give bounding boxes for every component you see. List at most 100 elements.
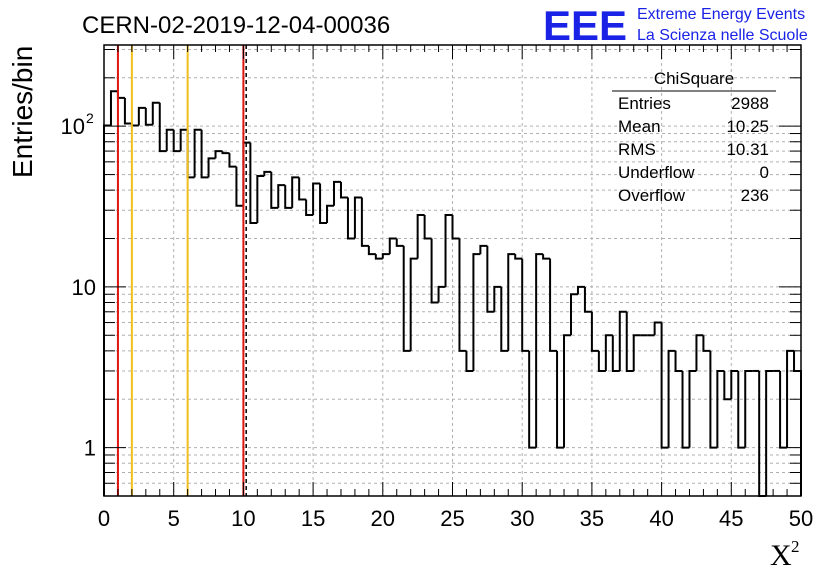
histogram-bin bbox=[326, 204, 335, 223]
histogram-bin bbox=[144, 107, 153, 126]
histogram-bin bbox=[709, 350, 718, 449]
histogram-bin bbox=[312, 182, 321, 216]
histogram-bin bbox=[779, 370, 788, 449]
stats-row-value: 236 bbox=[741, 186, 769, 205]
grid-lines bbox=[104, 45, 801, 496]
histogram-series bbox=[103, 90, 802, 497]
histogram-bin bbox=[723, 370, 732, 401]
histogram-bin bbox=[416, 214, 425, 259]
histogram-bin bbox=[479, 244, 488, 255]
histogram-bin bbox=[109, 90, 118, 126]
eee-logo: EEE Extreme Energy Events La Scienza nel… bbox=[543, 2, 808, 49]
histogram-bin bbox=[270, 171, 279, 209]
histogram-bin bbox=[284, 185, 293, 209]
histogram-bin bbox=[458, 238, 467, 352]
histogram-bin bbox=[158, 102, 167, 153]
histogram-bin bbox=[465, 350, 474, 372]
histogram-bin bbox=[667, 349, 676, 448]
histogram-bin bbox=[277, 184, 286, 208]
histogram-bin bbox=[193, 128, 202, 178]
histogram-bin bbox=[305, 199, 314, 217]
y-tick-label-exponent: 2 bbox=[86, 110, 94, 126]
histogram-bin bbox=[597, 350, 606, 372]
histogram-bin bbox=[333, 180, 341, 206]
histogram-bin bbox=[765, 369, 774, 496]
histogram-bin bbox=[514, 254, 523, 260]
stats-row-value: 0 bbox=[760, 163, 769, 182]
histogram-bin bbox=[137, 106, 146, 126]
histogram-bin bbox=[730, 369, 739, 400]
histogram-bin bbox=[291, 176, 300, 208]
stats-box: ChiSquare Entries 2988 Mean 10.25 RMS 10.31 Un… bbox=[612, 69, 776, 205]
threshold-lines bbox=[116, 45, 247, 496]
stats-row-value: 2988 bbox=[731, 94, 769, 113]
histogram-bin bbox=[263, 170, 272, 176]
histogram-bin bbox=[353, 196, 362, 239]
histogram-bin bbox=[549, 258, 558, 352]
y-tick-label-base: 10 bbox=[72, 275, 96, 300]
stats-row-label: Underflow bbox=[618, 163, 695, 182]
stats-row-label: RMS bbox=[618, 140, 656, 159]
histogram-bin bbox=[660, 322, 669, 449]
x-tick-label: 50 bbox=[789, 506, 813, 531]
x-tick-label: 25 bbox=[440, 506, 464, 531]
histogram-bin bbox=[563, 334, 571, 448]
histogram-bin bbox=[521, 258, 530, 352]
histogram-bin bbox=[695, 334, 704, 371]
x-tick-label: 35 bbox=[580, 506, 604, 531]
x-tick-label: 5 bbox=[168, 506, 180, 531]
x-axis-label-superscript: 2 bbox=[791, 537, 800, 556]
x-tick-label: 10 bbox=[231, 506, 255, 531]
histogram-bin bbox=[430, 238, 439, 304]
histogram-bin bbox=[625, 311, 634, 372]
histogram-bin bbox=[681, 370, 690, 449]
eee-logo-line1: Extreme Energy Events bbox=[637, 6, 805, 23]
x-tick-labels: 0 5 10 15 20 25 30 35 40 45 50 bbox=[98, 506, 813, 531]
histogram-bin bbox=[437, 285, 446, 303]
histogram-bin bbox=[500, 286, 509, 352]
histogram-bin bbox=[381, 253, 390, 259]
y-tick-label: 10 2 bbox=[61, 110, 94, 139]
histogram-bin bbox=[214, 150, 223, 159]
x-tick-label: 30 bbox=[510, 506, 534, 531]
histogram-bin bbox=[569, 293, 578, 336]
histogram-bin bbox=[744, 369, 753, 448]
x-tick-label: 45 bbox=[719, 506, 743, 531]
histogram-bin bbox=[103, 124, 111, 496]
histogram-bin bbox=[674, 350, 683, 372]
histogram-bin bbox=[402, 245, 411, 352]
histogram-bin bbox=[319, 183, 328, 224]
histogram-bin bbox=[360, 197, 369, 247]
histogram-bin bbox=[472, 253, 481, 371]
histogram-bin bbox=[611, 335, 620, 372]
histogram-bin bbox=[556, 350, 565, 449]
chart-title: CERN-02-2019-12-04-00036 bbox=[82, 12, 390, 39]
histogram-bin bbox=[604, 334, 613, 371]
histogram-bin bbox=[535, 253, 544, 448]
histogram-bin bbox=[493, 285, 502, 312]
histogram-bin bbox=[339, 181, 348, 199]
histogram-bin bbox=[618, 310, 627, 371]
y-tick-label: 10 bbox=[72, 275, 96, 300]
histogram-bin bbox=[179, 128, 188, 152]
histogram-bin bbox=[165, 128, 174, 152]
histogram-bin bbox=[632, 334, 641, 371]
histogram-bin bbox=[200, 129, 209, 179]
histogram-bin bbox=[409, 257, 418, 351]
histogram-bin bbox=[451, 215, 460, 240]
histogram-bin bbox=[444, 214, 453, 287]
y-tick-label-base: 1 bbox=[84, 436, 96, 461]
histogram-bin bbox=[186, 129, 195, 179]
eee-logo-mark: EEE bbox=[543, 2, 627, 49]
histogram-bin bbox=[388, 237, 397, 255]
histogram-bin bbox=[367, 245, 376, 256]
histogram-bin bbox=[793, 350, 802, 496]
histogram-bin bbox=[151, 101, 160, 125]
histogram-bin bbox=[130, 123, 139, 127]
histogram-bin bbox=[716, 369, 725, 448]
histogram-bin bbox=[688, 369, 697, 448]
histogram-bin bbox=[758, 370, 767, 497]
histogram-bin bbox=[298, 177, 307, 201]
histogram-bin bbox=[702, 335, 711, 352]
